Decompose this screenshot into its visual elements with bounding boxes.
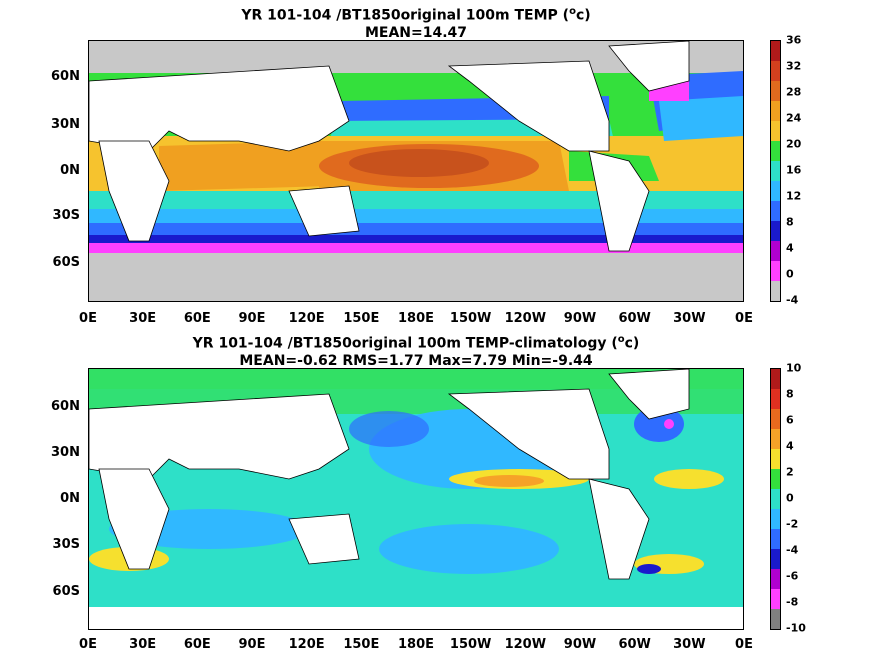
x-tick-label: 90W [563, 637, 597, 652]
x-tick-label: 120W [504, 311, 547, 326]
y-tick-label: 30N [51, 445, 80, 460]
x-tick-label: 120E [288, 637, 325, 652]
colorbar-tick-label: 0 [786, 267, 794, 281]
colorbar-swatch [771, 81, 780, 101]
x-tick-label: 90W [563, 311, 597, 326]
colorbar-tick-label: 20 [786, 137, 802, 151]
colorbar-tick-label: -2 [786, 517, 799, 531]
colorbar-swatch [771, 429, 780, 449]
bottom-colorbar [770, 368, 781, 630]
colorbar-swatch [771, 369, 780, 389]
x-tick-label: 60W [618, 311, 651, 326]
colorbar-swatch [771, 141, 780, 161]
colorbar-swatch [771, 389, 780, 409]
colorbar-tick-label: -4 [786, 543, 799, 557]
y-tick-label: 0N [60, 163, 80, 178]
colorbar-tick-label: -8 [786, 595, 799, 609]
x-tick-label: 150W [449, 311, 492, 326]
x-tick-label: 0E [79, 637, 97, 652]
x-tick-label: 150W [449, 637, 492, 652]
colorbar-tick-label: 0 [786, 491, 794, 505]
colorbar-swatch [771, 529, 780, 549]
colorbar-tick-label: 6 [786, 413, 794, 427]
x-tick-label: 90E [238, 311, 266, 326]
colorbar-swatch [771, 549, 780, 569]
colorbar-swatch [771, 101, 780, 121]
x-tick-label: 60W [618, 637, 651, 652]
colorbar-tick-label: -6 [786, 569, 799, 583]
colorbar-swatch [771, 121, 780, 141]
bottom-anomaly-map [88, 368, 744, 630]
colorbar-swatch [771, 241, 780, 261]
colorbar-tick-label: 8 [786, 215, 794, 229]
x-tick-label: 0E [735, 311, 753, 326]
y-tick-label: 30S [52, 537, 80, 552]
colorbar-swatch [771, 281, 780, 301]
bottom-panel-title: YR 101-104 /BT1850original 100m TEMP-cli… [192, 334, 640, 369]
colorbar-swatch [771, 181, 780, 201]
colorbar-tick-label: 2 [786, 465, 794, 479]
colorbar-tick-label: -4 [786, 293, 799, 307]
x-tick-label: 120E [288, 311, 325, 326]
x-tick-label: 60E [183, 311, 211, 326]
colorbar-tick-label: 12 [786, 189, 802, 203]
colorbar-swatch [771, 509, 780, 529]
x-tick-label: 150E [343, 311, 380, 326]
colorbar-swatch [771, 201, 780, 221]
x-tick-label: 60E [183, 637, 211, 652]
x-tick-label: 120W [504, 637, 547, 652]
x-tick-label: 30W [673, 311, 706, 326]
x-tick-label: 0E [79, 311, 97, 326]
colorbar-tick-label: -10 [786, 621, 806, 635]
colorbar-swatch [771, 41, 780, 61]
colorbar-swatch [771, 489, 780, 509]
y-tick-label: 60S [52, 255, 80, 270]
y-tick-label: 60S [52, 584, 80, 599]
colorbar-swatch [771, 609, 780, 629]
x-tick-label: 30E [129, 637, 157, 652]
colorbar-tick-label: 10 [786, 361, 802, 375]
x-tick-label: 180E [397, 311, 435, 326]
x-tick-label: 150E [343, 637, 380, 652]
colorbar-swatch [771, 261, 780, 281]
colorbar-swatch [771, 161, 780, 181]
colorbar-swatch [771, 589, 780, 609]
colorbar-tick-label: 32 [786, 59, 802, 73]
colorbar-swatch [771, 569, 780, 589]
x-tick-label: 180E [397, 637, 435, 652]
colorbar-tick-label: 24 [786, 111, 802, 125]
y-tick-label: 60N [51, 399, 80, 414]
x-tick-label: 0E [735, 637, 753, 652]
colorbar-tick-label: 4 [786, 241, 794, 255]
y-tick-label: 30N [51, 117, 80, 132]
colorbar-swatch [771, 409, 780, 429]
colorbar-tick-label: 8 [786, 387, 794, 401]
x-tick-label: 30E [129, 311, 157, 326]
colorbar-swatch [771, 221, 780, 241]
colorbar-swatch [771, 449, 780, 469]
top-panel-title: YR 101-104 /BT1850original 100m TEMP (oc… [241, 6, 591, 41]
x-tick-label: 30W [673, 637, 706, 652]
colorbar-swatch [771, 469, 780, 489]
colorbar-tick-label: 28 [786, 85, 802, 99]
y-tick-label: 60N [51, 69, 80, 84]
top-colorbar [770, 40, 781, 302]
top-temperature-map [88, 40, 744, 302]
colorbar-tick-label: 4 [786, 439, 794, 453]
x-tick-label: 90E [238, 637, 266, 652]
colorbar-swatch [771, 61, 780, 81]
y-tick-label: 0N [60, 491, 80, 506]
colorbar-tick-label: 16 [786, 163, 802, 177]
y-tick-label: 30S [52, 208, 80, 223]
colorbar-tick-label: 36 [786, 33, 802, 47]
